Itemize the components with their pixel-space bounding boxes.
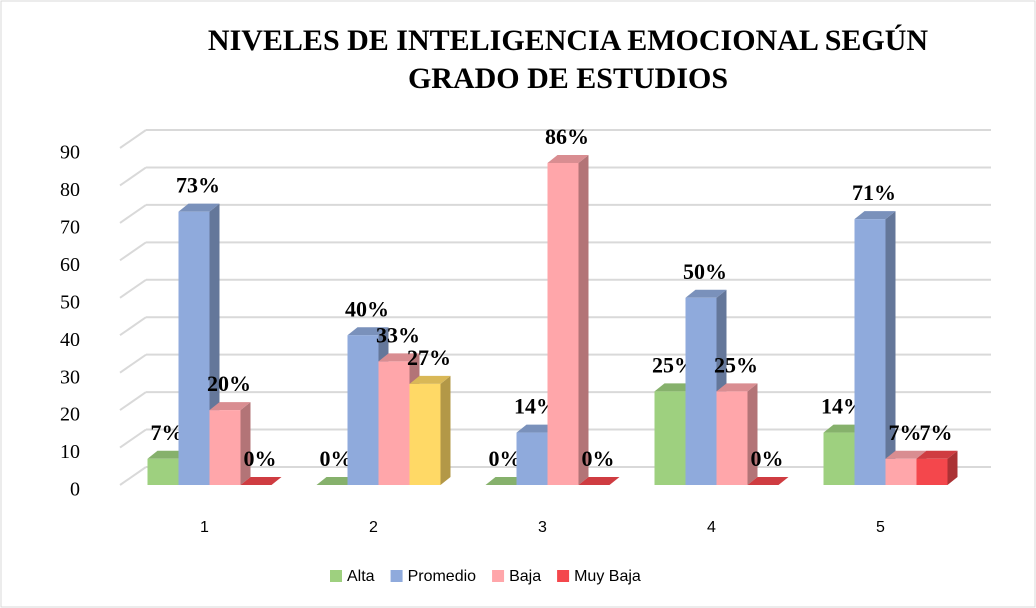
y-tick-label: 30 — [60, 366, 80, 388]
bar-top — [516, 424, 558, 433]
bar — [547, 162, 579, 485]
legend-label: Promedio — [408, 568, 477, 585]
legend-swatch — [330, 570, 342, 582]
bar-top — [747, 477, 789, 485]
grid-line-side — [119, 129, 147, 149]
bar-top — [885, 450, 927, 459]
bar-top — [654, 383, 696, 392]
value-label: 0% — [244, 446, 277, 471]
value-label: 27% — [407, 345, 451, 370]
grid-line-side — [119, 166, 147, 187]
value-label: 7% — [889, 420, 922, 445]
bar-top — [854, 211, 896, 220]
bar — [916, 458, 948, 485]
bar — [347, 335, 379, 485]
bar — [409, 383, 441, 485]
bar-top — [209, 402, 251, 411]
chart-title: NIVELES DE INTELIGENCIA EMOCIONAL SEGÚN … — [207, 24, 929, 95]
value-label: 0% — [582, 446, 615, 471]
value-label: 0% — [751, 446, 784, 471]
bar-top — [685, 289, 727, 298]
bar — [654, 391, 686, 485]
y-tick-label: 20 — [60, 404, 80, 426]
bar-top — [823, 424, 865, 433]
bar-top — [147, 450, 189, 459]
grid-line-side — [119, 353, 147, 374]
value-label: 0% — [320, 446, 353, 471]
bar — [209, 410, 241, 485]
y-tick-label: 80 — [60, 179, 80, 201]
y-tick-label: 90 — [60, 142, 80, 164]
legend-swatch — [390, 570, 403, 582]
x-tick-label: 4 — [707, 519, 716, 536]
bar — [716, 391, 748, 485]
bar — [685, 297, 717, 485]
grid-line-side — [119, 278, 147, 299]
legend-label: Muy Baja — [574, 568, 641, 585]
bar-side — [240, 402, 251, 485]
bar-top — [547, 154, 589, 163]
bar — [147, 458, 179, 485]
y-tick-label: 10 — [60, 441, 80, 463]
bar-side — [947, 450, 958, 485]
bar-top — [347, 327, 389, 336]
bar-top — [378, 353, 420, 362]
value-label: 7% — [151, 420, 184, 445]
legend-swatch — [492, 570, 505, 582]
bar-side — [885, 211, 896, 485]
bar — [885, 458, 917, 485]
y-tick-label: 50 — [60, 291, 80, 313]
value-label: 73% — [176, 173, 220, 198]
bar — [854, 219, 886, 485]
bar-side — [578, 154, 589, 485]
grid-line-side — [119, 316, 147, 337]
bar-top — [485, 477, 527, 485]
value-label: 7% — [920, 420, 953, 445]
y-tick-label: 40 — [60, 329, 80, 351]
value-label: 25% — [714, 352, 758, 377]
bar-top — [240, 477, 282, 485]
grid-line-side — [119, 428, 147, 449]
value-label: 40% — [345, 296, 389, 321]
value-label: 33% — [376, 322, 420, 347]
bar-top — [409, 375, 451, 384]
bar-side — [747, 383, 758, 485]
bar-top — [578, 477, 620, 485]
bar — [823, 432, 855, 485]
bar-side — [440, 375, 451, 485]
y-tick-label: 60 — [60, 254, 80, 276]
y-tick-label: 70 — [60, 216, 80, 238]
legend-label: Baja — [509, 568, 541, 585]
bar-top — [716, 383, 758, 392]
value-label: 86% — [545, 124, 589, 149]
x-tick-label: 5 — [876, 519, 885, 536]
legend-label: Alta — [347, 568, 375, 585]
legend-swatch — [557, 570, 570, 582]
grid-line-side — [119, 204, 147, 224]
bar — [178, 211, 210, 485]
value-label: 20% — [207, 371, 251, 396]
value-label: 50% — [683, 259, 727, 284]
grid-line-side — [119, 466, 147, 486]
x-tick-label: 3 — [538, 519, 547, 536]
grid-line-side — [119, 391, 147, 411]
value-label: 71% — [852, 180, 896, 205]
bar — [378, 361, 410, 485]
bar-top — [316, 477, 358, 485]
bar-top — [916, 450, 958, 459]
bar — [516, 432, 548, 485]
bar-top — [178, 203, 220, 212]
y-tick-label: 0 — [70, 479, 80, 501]
x-tick-label: 2 — [369, 519, 378, 536]
value-label: 0% — [489, 446, 522, 471]
grid-line-side — [119, 241, 147, 262]
x-tick-label: 1 — [200, 519, 209, 536]
